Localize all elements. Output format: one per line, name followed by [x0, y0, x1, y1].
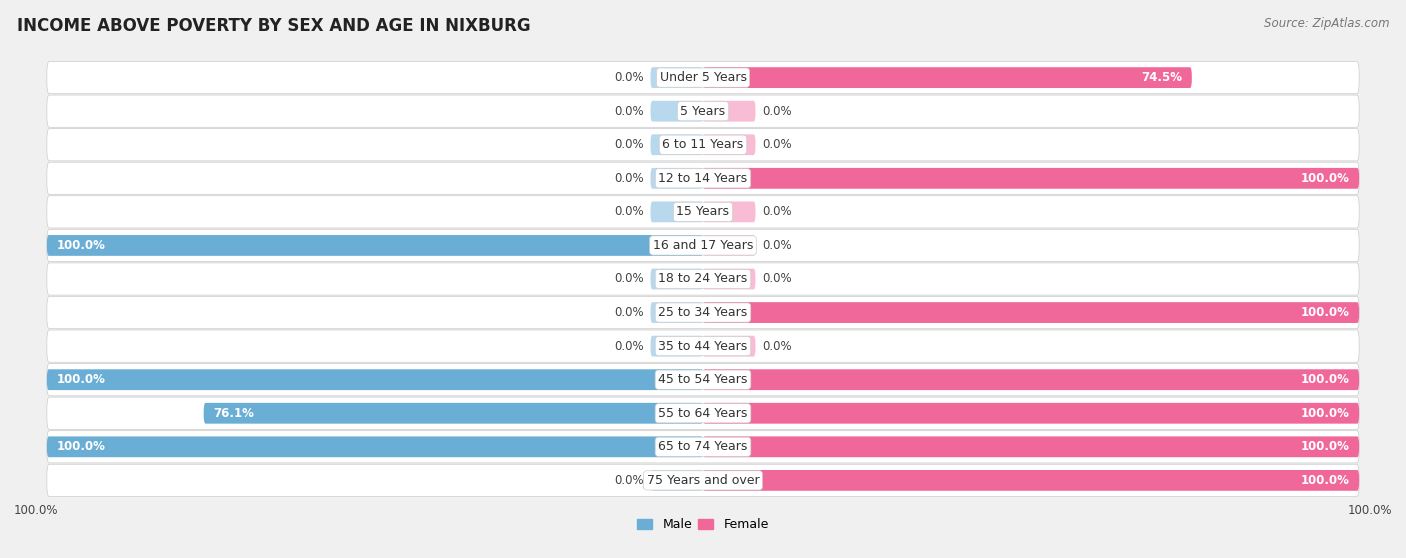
FancyBboxPatch shape	[651, 101, 703, 122]
FancyBboxPatch shape	[651, 336, 703, 357]
Text: 55 to 64 Years: 55 to 64 Years	[658, 407, 748, 420]
Text: 0.0%: 0.0%	[614, 340, 644, 353]
Text: 100.0%: 100.0%	[56, 239, 105, 252]
Text: Source: ZipAtlas.com: Source: ZipAtlas.com	[1264, 17, 1389, 30]
Text: 0.0%: 0.0%	[614, 306, 644, 319]
Legend: Male, Female: Male, Female	[633, 513, 773, 536]
FancyBboxPatch shape	[46, 162, 1360, 194]
Text: 0.0%: 0.0%	[614, 474, 644, 487]
FancyBboxPatch shape	[703, 436, 1360, 457]
Text: 5 Years: 5 Years	[681, 105, 725, 118]
Text: 74.5%: 74.5%	[1142, 71, 1182, 84]
Text: 0.0%: 0.0%	[762, 239, 792, 252]
FancyBboxPatch shape	[703, 67, 1192, 88]
Text: 0.0%: 0.0%	[762, 138, 792, 151]
FancyBboxPatch shape	[46, 364, 1360, 396]
FancyBboxPatch shape	[703, 268, 755, 290]
Text: 0.0%: 0.0%	[614, 172, 644, 185]
Text: 100.0%: 100.0%	[1301, 407, 1350, 420]
Text: 76.1%: 76.1%	[214, 407, 254, 420]
Text: 0.0%: 0.0%	[614, 138, 644, 151]
Text: 0.0%: 0.0%	[762, 105, 792, 118]
Text: 35 to 44 Years: 35 to 44 Years	[658, 340, 748, 353]
FancyBboxPatch shape	[46, 330, 1360, 362]
FancyBboxPatch shape	[46, 95, 1360, 127]
FancyBboxPatch shape	[46, 196, 1360, 228]
FancyBboxPatch shape	[703, 134, 755, 155]
Text: 16 and 17 Years: 16 and 17 Years	[652, 239, 754, 252]
FancyBboxPatch shape	[703, 470, 1360, 491]
FancyBboxPatch shape	[651, 134, 703, 155]
FancyBboxPatch shape	[651, 168, 703, 189]
FancyBboxPatch shape	[651, 302, 703, 323]
Text: 0.0%: 0.0%	[614, 205, 644, 218]
FancyBboxPatch shape	[46, 397, 1360, 429]
Text: 25 to 34 Years: 25 to 34 Years	[658, 306, 748, 319]
FancyBboxPatch shape	[703, 403, 1360, 424]
Text: 100.0%: 100.0%	[1301, 440, 1350, 453]
Text: 12 to 14 Years: 12 to 14 Years	[658, 172, 748, 185]
FancyBboxPatch shape	[46, 431, 1360, 463]
FancyBboxPatch shape	[46, 229, 1360, 262]
Text: 100.0%: 100.0%	[1301, 373, 1350, 386]
Text: 15 Years: 15 Years	[676, 205, 730, 218]
FancyBboxPatch shape	[46, 369, 703, 390]
FancyBboxPatch shape	[703, 336, 755, 357]
FancyBboxPatch shape	[703, 235, 755, 256]
Text: 100.0%: 100.0%	[56, 373, 105, 386]
Text: 45 to 54 Years: 45 to 54 Years	[658, 373, 748, 386]
FancyBboxPatch shape	[703, 369, 1360, 390]
FancyBboxPatch shape	[46, 235, 703, 256]
FancyBboxPatch shape	[46, 263, 1360, 295]
FancyBboxPatch shape	[703, 168, 1360, 189]
FancyBboxPatch shape	[46, 129, 1360, 161]
Text: 0.0%: 0.0%	[614, 71, 644, 84]
Text: 0.0%: 0.0%	[614, 272, 644, 286]
Text: 65 to 74 Years: 65 to 74 Years	[658, 440, 748, 453]
Text: 0.0%: 0.0%	[614, 105, 644, 118]
FancyBboxPatch shape	[651, 201, 703, 222]
Text: 18 to 24 Years: 18 to 24 Years	[658, 272, 748, 286]
Text: 100.0%: 100.0%	[14, 504, 59, 517]
Text: INCOME ABOVE POVERTY BY SEX AND AGE IN NIXBURG: INCOME ABOVE POVERTY BY SEX AND AGE IN N…	[17, 17, 530, 35]
Text: 100.0%: 100.0%	[1301, 306, 1350, 319]
Text: 6 to 11 Years: 6 to 11 Years	[662, 138, 744, 151]
Text: 75 Years and over: 75 Years and over	[647, 474, 759, 487]
Text: Under 5 Years: Under 5 Years	[659, 71, 747, 84]
Text: 0.0%: 0.0%	[762, 340, 792, 353]
FancyBboxPatch shape	[651, 67, 703, 88]
FancyBboxPatch shape	[204, 403, 703, 424]
FancyBboxPatch shape	[46, 61, 1360, 94]
Text: 100.0%: 100.0%	[1347, 504, 1392, 517]
Text: 100.0%: 100.0%	[1301, 474, 1350, 487]
Text: 0.0%: 0.0%	[762, 205, 792, 218]
FancyBboxPatch shape	[46, 436, 703, 457]
Text: 100.0%: 100.0%	[56, 440, 105, 453]
FancyBboxPatch shape	[651, 470, 703, 491]
Text: 100.0%: 100.0%	[1301, 172, 1350, 185]
FancyBboxPatch shape	[46, 296, 1360, 329]
FancyBboxPatch shape	[651, 268, 703, 290]
Text: 0.0%: 0.0%	[762, 272, 792, 286]
FancyBboxPatch shape	[703, 201, 755, 222]
FancyBboxPatch shape	[46, 464, 1360, 497]
FancyBboxPatch shape	[703, 302, 1360, 323]
FancyBboxPatch shape	[703, 101, 755, 122]
